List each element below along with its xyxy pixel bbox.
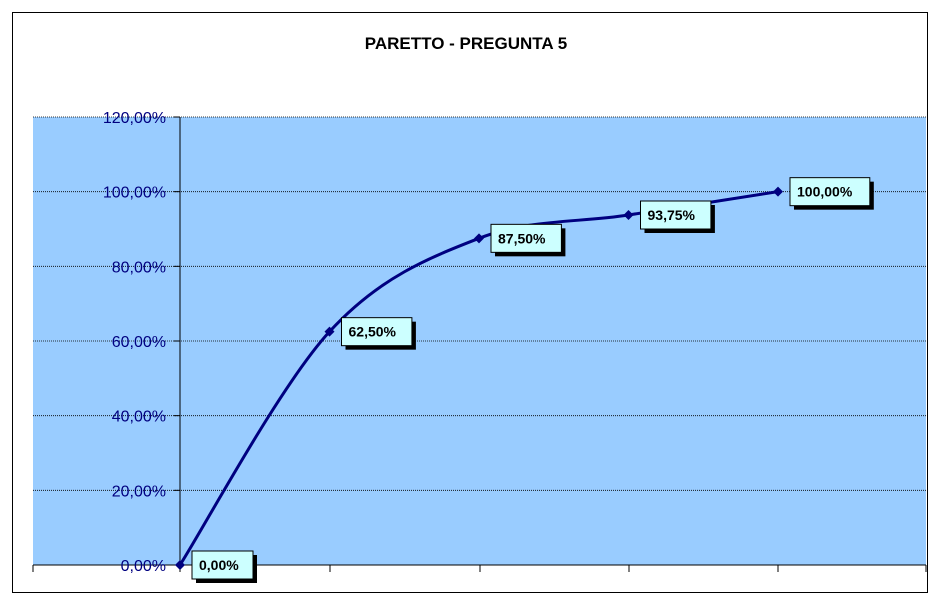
y-tick-label: 0,00% [121, 558, 166, 575]
data-point-marker [175, 560, 185, 570]
y-tick-label: 40,00% [112, 409, 166, 426]
y-tick-label: 100,00% [103, 185, 166, 202]
data-label-box [490, 223, 562, 253]
data-point-marker [324, 326, 335, 337]
data-label-box [640, 200, 712, 230]
y-tick-labels: 0,00% 20,00% 40,00% 60,00% 80,00% 100,00% 120,… [103, 110, 166, 575]
data-label-text: 0,00% [199, 557, 239, 573]
data-label-text: 100,00% [797, 184, 853, 200]
series-markers [175, 186, 783, 570]
data-label-box [341, 317, 413, 347]
y-tick-label: 120,00% [103, 110, 166, 127]
data-point-marker [773, 186, 783, 197]
y-tick-label: 60,00% [112, 334, 166, 351]
data-label: 0,00% [191, 550, 257, 583]
y-tick-label: 20,00% [112, 483, 166, 500]
data-label-box [789, 177, 871, 207]
data-label-text: 87,50% [498, 230, 546, 246]
data-label-text: 93,75% [648, 207, 696, 223]
data-label-box [191, 550, 254, 580]
data-label-text: 62,50% [349, 324, 397, 340]
chart-title: PARETTO - PREGUNTA 5 [364, 34, 568, 53]
data-point-marker [474, 233, 484, 244]
data-point-marker [623, 210, 634, 220]
data-label: 62,50% [341, 317, 416, 350]
y-tick-label: 80,00% [112, 259, 166, 276]
data-label: 87,50% [490, 223, 566, 257]
data-labels: 0,00% 62,50% 87,50% 93,75% 100,00% [191, 177, 874, 583]
data-label: 100,00% [789, 177, 874, 210]
data-label: 93,75% [640, 200, 715, 233]
